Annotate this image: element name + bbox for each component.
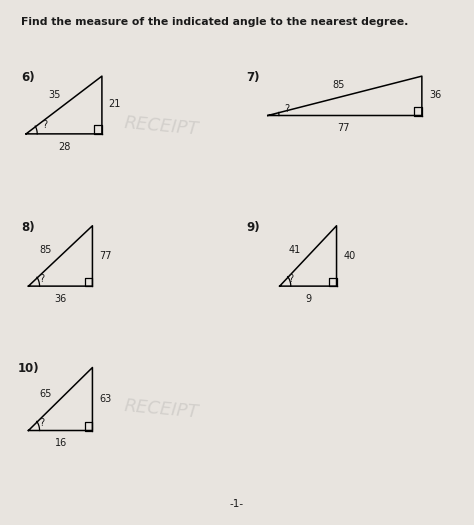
Text: ?: ? (39, 274, 44, 285)
Text: 63: 63 (100, 394, 112, 404)
Text: ?: ? (288, 274, 293, 285)
Text: ?: ? (39, 418, 44, 428)
Text: 77: 77 (337, 123, 350, 133)
Text: ?: ? (43, 120, 48, 130)
Text: 9): 9) (246, 220, 260, 234)
Text: 41: 41 (289, 245, 301, 256)
Text: 65: 65 (40, 388, 52, 399)
Text: 40: 40 (344, 250, 356, 261)
Text: 8): 8) (21, 220, 35, 234)
Text: 6): 6) (21, 71, 35, 84)
Text: -1-: -1- (230, 499, 244, 509)
Text: 85: 85 (40, 245, 52, 256)
Text: 36: 36 (429, 89, 441, 100)
Text: 85: 85 (333, 80, 345, 90)
Text: 77: 77 (100, 250, 112, 261)
Text: 7): 7) (246, 71, 260, 84)
Text: 16: 16 (55, 438, 67, 448)
Text: Find the measure of the indicated angle to the nearest degree.: Find the measure of the indicated angle … (21, 17, 409, 27)
Text: 28: 28 (58, 142, 70, 152)
Text: RECEIPT: RECEIPT (123, 114, 199, 138)
Text: ?: ? (284, 104, 290, 114)
Text: 10): 10) (18, 362, 40, 375)
Text: 36: 36 (55, 294, 67, 304)
Text: RECEIPT: RECEIPT (123, 397, 199, 422)
Text: 21: 21 (108, 99, 120, 109)
Text: 9: 9 (305, 294, 311, 304)
Text: 35: 35 (48, 89, 61, 100)
